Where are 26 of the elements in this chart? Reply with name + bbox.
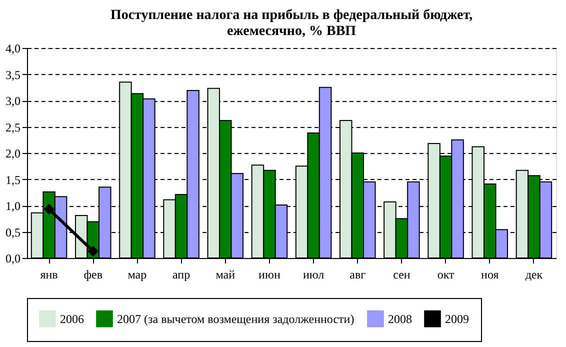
x-tick-label: апр bbox=[172, 268, 190, 282]
x-tick-label: ноя bbox=[481, 268, 500, 282]
x-tick-label: июл bbox=[303, 268, 324, 282]
legend-label: 2008 bbox=[388, 312, 412, 326]
y-tick-label: 2,0 bbox=[6, 146, 20, 160]
y-tick-label: 2,5 bbox=[6, 120, 20, 134]
y-tick-label: 1,5 bbox=[6, 172, 20, 187]
x-tick-label: июн bbox=[258, 268, 281, 282]
legend-label: 2007 (за вычетом возмещения задолженности) bbox=[117, 312, 354, 326]
x-tick-label: май bbox=[216, 268, 236, 282]
legend-label: 2006 bbox=[60, 312, 84, 326]
x-tick-label: янв bbox=[40, 268, 58, 282]
x-tick-label: мар bbox=[128, 268, 147, 282]
x-tick-label: фев bbox=[84, 268, 103, 282]
chart-title: Поступление налога на прибыль в федеральный бюджет, ежемесячно, % ВВП bbox=[110, 8, 473, 39]
legend-label: 2009 bbox=[445, 312, 469, 326]
x-tick-label: дек bbox=[525, 268, 543, 282]
x-tick-label: сен bbox=[393, 268, 411, 282]
x-tick-label: окт bbox=[437, 268, 456, 282]
x-tick-label: авг bbox=[350, 268, 366, 282]
y-tick-label: 0,0 bbox=[6, 252, 20, 266]
y-tick-label: 0,5 bbox=[6, 225, 20, 240]
y-tick-label: 1,0 bbox=[6, 199, 20, 213]
y-tick-label: 3,0 bbox=[6, 94, 20, 108]
y-tick-label: 3,5 bbox=[6, 68, 20, 82]
y-tick-label: 4,0 bbox=[6, 42, 20, 56]
